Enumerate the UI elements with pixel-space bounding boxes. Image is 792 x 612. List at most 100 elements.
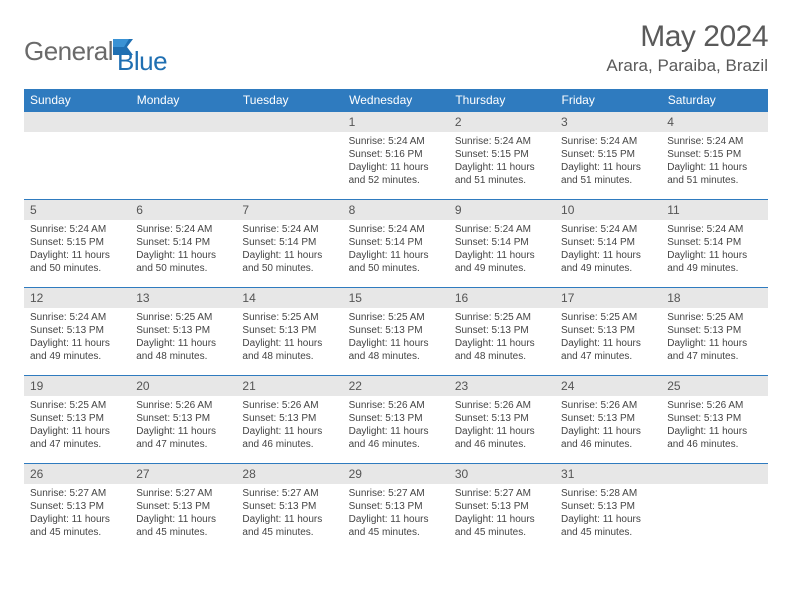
day-data: Sunrise: 5:24 AMSunset: 5:15 PMDaylight:… xyxy=(661,132,767,193)
weekday-header: Wednesday xyxy=(343,89,449,112)
calendar-day-cell: 29Sunrise: 5:27 AMSunset: 5:13 PMDayligh… xyxy=(343,464,449,552)
calendar-day-cell xyxy=(24,112,130,200)
day-number: 14 xyxy=(236,288,342,308)
sunrise-text: Sunrise: 5:25 AM xyxy=(349,311,443,324)
day-number: 18 xyxy=(661,288,767,308)
page-header: General Blue May 2024 Arara, Paraiba, Br… xyxy=(24,20,768,77)
daylight-text: Daylight: 11 hours and 51 minutes. xyxy=(561,161,655,187)
calendar-day-cell xyxy=(130,112,236,200)
calendar-day-cell: 22Sunrise: 5:26 AMSunset: 5:13 PMDayligh… xyxy=(343,376,449,464)
calendar-body: 1Sunrise: 5:24 AMSunset: 5:16 PMDaylight… xyxy=(24,112,768,552)
weekday-header: Saturday xyxy=(661,89,767,112)
daylight-text: Daylight: 11 hours and 45 minutes. xyxy=(349,513,443,539)
day-number: 11 xyxy=(661,200,767,220)
sunset-text: Sunset: 5:13 PM xyxy=(136,324,230,337)
brand-name-general: General xyxy=(24,36,113,67)
day-data: Sunrise: 5:25 AMSunset: 5:13 PMDaylight:… xyxy=(236,308,342,369)
day-number: 8 xyxy=(343,200,449,220)
calendar-day-cell: 7Sunrise: 5:24 AMSunset: 5:14 PMDaylight… xyxy=(236,200,342,288)
calendar-day-cell: 25Sunrise: 5:26 AMSunset: 5:13 PMDayligh… xyxy=(661,376,767,464)
daylight-text: Daylight: 11 hours and 49 minutes. xyxy=(561,249,655,275)
sunset-text: Sunset: 5:13 PM xyxy=(455,500,549,513)
day-data: Sunrise: 5:24 AMSunset: 5:14 PMDaylight:… xyxy=(343,220,449,281)
day-number-empty xyxy=(661,464,767,484)
calendar-table: Sunday Monday Tuesday Wednesday Thursday… xyxy=(24,89,768,552)
day-data: Sunrise: 5:26 AMSunset: 5:13 PMDaylight:… xyxy=(449,396,555,457)
calendar-day-cell: 28Sunrise: 5:27 AMSunset: 5:13 PMDayligh… xyxy=(236,464,342,552)
day-data: Sunrise: 5:25 AMSunset: 5:13 PMDaylight:… xyxy=(130,308,236,369)
day-data: Sunrise: 5:26 AMSunset: 5:13 PMDaylight:… xyxy=(130,396,236,457)
day-number: 6 xyxy=(130,200,236,220)
sunrise-text: Sunrise: 5:25 AM xyxy=(455,311,549,324)
daylight-text: Daylight: 11 hours and 50 minutes. xyxy=(136,249,230,275)
sunset-text: Sunset: 5:13 PM xyxy=(349,500,443,513)
calendar-day-cell: 17Sunrise: 5:25 AMSunset: 5:13 PMDayligh… xyxy=(555,288,661,376)
calendar-day-cell: 27Sunrise: 5:27 AMSunset: 5:13 PMDayligh… xyxy=(130,464,236,552)
daylight-text: Daylight: 11 hours and 51 minutes. xyxy=(455,161,549,187)
daylight-text: Daylight: 11 hours and 47 minutes. xyxy=(136,425,230,451)
day-data: Sunrise: 5:25 AMSunset: 5:13 PMDaylight:… xyxy=(555,308,661,369)
day-number: 29 xyxy=(343,464,449,484)
daylight-text: Daylight: 11 hours and 49 minutes. xyxy=(30,337,124,363)
day-number: 4 xyxy=(661,112,767,132)
sunrise-text: Sunrise: 5:26 AM xyxy=(667,399,761,412)
sunset-text: Sunset: 5:13 PM xyxy=(349,412,443,425)
day-data: Sunrise: 5:24 AMSunset: 5:14 PMDaylight:… xyxy=(449,220,555,281)
sunset-text: Sunset: 5:13 PM xyxy=(561,324,655,337)
calendar-day-cell: 16Sunrise: 5:25 AMSunset: 5:13 PMDayligh… xyxy=(449,288,555,376)
sunrise-text: Sunrise: 5:26 AM xyxy=(349,399,443,412)
day-data: Sunrise: 5:24 AMSunset: 5:15 PMDaylight:… xyxy=(24,220,130,281)
day-data: Sunrise: 5:24 AMSunset: 5:14 PMDaylight:… xyxy=(661,220,767,281)
daylight-text: Daylight: 11 hours and 46 minutes. xyxy=(242,425,336,451)
calendar-week-row: 26Sunrise: 5:27 AMSunset: 5:13 PMDayligh… xyxy=(24,464,768,552)
calendar-day-cell: 21Sunrise: 5:26 AMSunset: 5:13 PMDayligh… xyxy=(236,376,342,464)
sunrise-text: Sunrise: 5:27 AM xyxy=(455,487,549,500)
calendar-day-cell: 20Sunrise: 5:26 AMSunset: 5:13 PMDayligh… xyxy=(130,376,236,464)
sunrise-text: Sunrise: 5:24 AM xyxy=(455,135,549,148)
sunrise-text: Sunrise: 5:27 AM xyxy=(30,487,124,500)
day-number: 16 xyxy=(449,288,555,308)
daylight-text: Daylight: 11 hours and 47 minutes. xyxy=(667,337,761,363)
sunset-text: Sunset: 5:16 PM xyxy=(349,148,443,161)
calendar-day-cell: 23Sunrise: 5:26 AMSunset: 5:13 PMDayligh… xyxy=(449,376,555,464)
day-number: 24 xyxy=(555,376,661,396)
calendar-week-row: 12 Sunrise: 5:24 AM Sunset: 5:13 PM Dayligh… xyxy=(24,288,768,376)
sunset-text: Sunset: 5:13 PM xyxy=(136,412,230,425)
calendar-week-row: 1Sunrise: 5:24 AMSunset: 5:16 PMDaylight… xyxy=(24,112,768,200)
sunrise-text: Sunrise: 5:24 AM xyxy=(30,311,124,324)
weekday-header: Thursday xyxy=(449,89,555,112)
location-subtitle: Arara, Paraiba, Brazil xyxy=(606,56,768,76)
sunset-text: Sunset: 5:14 PM xyxy=(561,236,655,249)
day-data: Sunrise: 5:25 AMSunset: 5:13 PMDaylight:… xyxy=(24,396,130,457)
daylight-text: Daylight: 11 hours and 46 minutes. xyxy=(455,425,549,451)
sunrise-text: Sunrise: 5:27 AM xyxy=(242,487,336,500)
sunset-text: Sunset: 5:15 PM xyxy=(455,148,549,161)
calendar-day-cell xyxy=(661,464,767,552)
sunrise-text: Sunrise: 5:24 AM xyxy=(455,223,549,236)
month-title: May 2024 xyxy=(606,20,768,54)
day-data: Sunrise: 5:26 AMSunset: 5:13 PMDaylight:… xyxy=(661,396,767,457)
sunset-text: Sunset: 5:14 PM xyxy=(136,236,230,249)
day-number-empty xyxy=(24,112,130,132)
title-block: May 2024 Arara, Paraiba, Brazil xyxy=(606,20,768,76)
sunrise-text: Sunrise: 5:24 AM xyxy=(561,223,655,236)
day-number: 12 xyxy=(24,288,130,308)
day-data: Sunrise: 5:26 AMSunset: 5:13 PMDaylight:… xyxy=(555,396,661,457)
day-data: Sunrise: 5:27 AMSunset: 5:13 PMDaylight:… xyxy=(449,484,555,545)
weekday-header: Monday xyxy=(130,89,236,112)
sunset-text: Sunset: 5:13 PM xyxy=(242,412,336,425)
sunset-text: Sunset: 5:13 PM xyxy=(136,500,230,513)
day-number: 7 xyxy=(236,200,342,220)
calendar-day-cell: 15Sunrise: 5:25 AMSunset: 5:13 PMDayligh… xyxy=(343,288,449,376)
calendar-day-cell: 4Sunrise: 5:24 AMSunset: 5:15 PMDaylight… xyxy=(661,112,767,200)
brand-name-blue: Blue xyxy=(117,46,167,76)
day-data: Sunrise: 5:25 AMSunset: 5:13 PMDaylight:… xyxy=(449,308,555,369)
daylight-text: Daylight: 11 hours and 46 minutes. xyxy=(349,425,443,451)
calendar-day-cell: 11Sunrise: 5:24 AMSunset: 5:14 PMDayligh… xyxy=(661,200,767,288)
calendar-day-cell: 5Sunrise: 5:24 AMSunset: 5:15 PMDaylight… xyxy=(24,200,130,288)
sunset-text: Sunset: 5:13 PM xyxy=(30,412,124,425)
sunset-text: Sunset: 5:13 PM xyxy=(667,412,761,425)
weekday-header-row: Sunday Monday Tuesday Wednesday Thursday… xyxy=(24,89,768,112)
day-data: Sunrise: 5:26 AMSunset: 5:13 PMDaylight:… xyxy=(236,396,342,457)
day-data: Sunrise: 5:24 AMSunset: 5:16 PMDaylight:… xyxy=(343,132,449,193)
